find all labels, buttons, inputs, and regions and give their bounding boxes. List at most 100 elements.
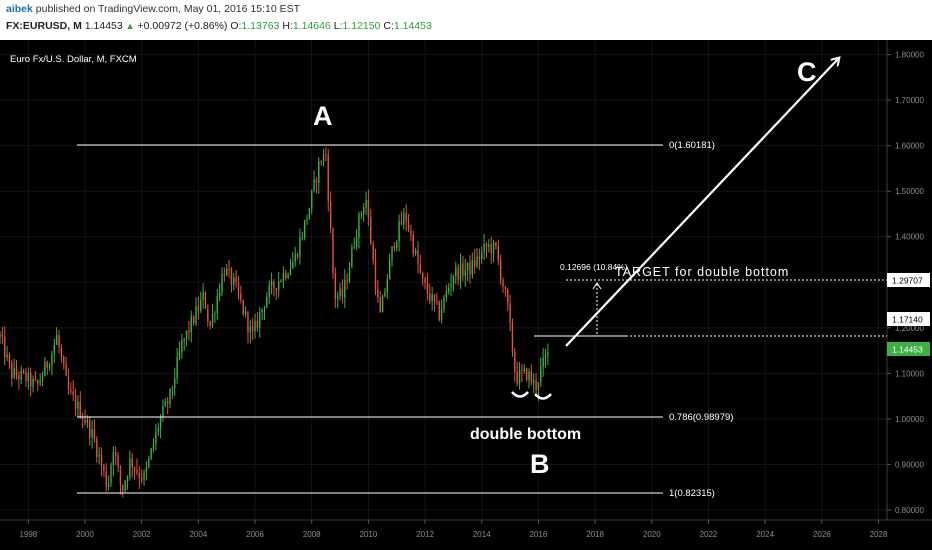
x-tick-label: 2004 [189, 530, 207, 539]
candle-body [374, 259, 377, 290]
candle-body [540, 366, 542, 383]
candle-body [1, 334, 4, 337]
candle-body [11, 362, 13, 378]
wave-label-a: A [313, 101, 333, 131]
candle-body [254, 321, 256, 331]
candle-body [150, 448, 152, 459]
high-label: H: [282, 20, 293, 32]
chart-area[interactable]: 0.800000.900001.000001.100001.200001.300… [0, 40, 932, 550]
candle-body [55, 335, 58, 345]
candle-body [452, 275, 455, 284]
candle-body [223, 274, 226, 276]
y-tick-label: 1.70000 [895, 96, 924, 105]
candle-body [344, 280, 346, 298]
open-label: O: [230, 20, 242, 32]
candle-body [464, 270, 466, 276]
candle-body [485, 243, 488, 247]
candle-body [533, 380, 535, 383]
author-link[interactable]: aibek [6, 3, 33, 15]
candle-body [32, 378, 34, 387]
candle-body [91, 429, 93, 438]
candle-body [117, 455, 119, 467]
x-tick-label: 2024 [756, 530, 774, 539]
candle-body [115, 452, 117, 456]
candle-body [0, 334, 1, 337]
candle-body [315, 179, 318, 183]
candle-body [490, 244, 492, 254]
candle-body [185, 330, 188, 339]
candle-body [495, 242, 497, 247]
candle-body [473, 259, 476, 267]
candle-body [431, 294, 433, 301]
candle-body [547, 352, 549, 355]
candle-body [15, 368, 18, 376]
candle-body [18, 375, 20, 380]
target-label: TARGET for double bottom [615, 265, 789, 279]
candle-body [476, 256, 478, 267]
candle-body [325, 154, 327, 156]
candle-body [348, 267, 351, 282]
x-tick-label: 2018 [586, 530, 604, 539]
candle-body [320, 161, 322, 163]
candle-body [143, 472, 145, 480]
candle-body [124, 481, 126, 491]
candle-body [171, 387, 174, 389]
candle-body [159, 417, 162, 428]
candle-body [329, 201, 332, 230]
candle-body [443, 297, 445, 310]
x-tick-label: 1998 [19, 530, 37, 539]
candle-body [164, 401, 167, 407]
candle-body [216, 296, 218, 314]
candle-body [301, 237, 303, 239]
candle-body [242, 300, 244, 315]
candle-body [268, 285, 270, 297]
candle-body [8, 354, 11, 363]
measure-arrow-icon [592, 282, 602, 290]
candle-body [381, 296, 384, 313]
candle-body [499, 260, 502, 280]
candle-body [457, 267, 459, 280]
price-chart[interactable]: 0.800000.900001.000001.100001.200001.300… [0, 40, 932, 550]
candle-body [518, 370, 521, 384]
candle-body [299, 237, 301, 258]
candle-body [37, 380, 39, 384]
candle-body [504, 286, 507, 290]
projection-arrow[interactable] [565, 59, 838, 347]
candle-body [98, 454, 100, 457]
candle-body [34, 378, 37, 381]
y-tick-label: 1.00000 [895, 415, 924, 424]
candle-body [131, 458, 133, 468]
ohlc-legend: FX:EURUSD, M 1.14453 ▲ +0.00972 (+0.86%)… [6, 20, 432, 32]
candle-body [169, 388, 171, 404]
bottom-arc-right [534, 393, 552, 400]
candle-body [367, 200, 370, 218]
candle-body [190, 316, 192, 333]
candle-body [145, 467, 148, 473]
x-tick-label: 2026 [813, 530, 831, 539]
x-tick-label: 2002 [133, 530, 151, 539]
candle-body [60, 347, 63, 358]
candle-body [81, 417, 84, 420]
candle-body [410, 230, 412, 235]
candle-body [218, 292, 221, 297]
candle-body [398, 221, 400, 242]
candle-body [270, 281, 273, 286]
price-box-last: 1.14453 [887, 342, 930, 356]
candle-body [221, 274, 223, 293]
candle-body [318, 161, 320, 183]
candle-body [244, 311, 247, 315]
candle-body [426, 282, 429, 294]
fib-retracement[interactable]: 0(1.60181) 0.786(0.98979) 1(0.82315) [77, 140, 733, 499]
candle-body [277, 281, 280, 291]
candle-body [400, 221, 403, 225]
candle-body [365, 200, 367, 208]
candle-body [507, 289, 509, 304]
y-tick-label: 1.80000 [895, 51, 924, 60]
candle-body [353, 246, 355, 248]
candle-body [372, 243, 374, 260]
candle-body [535, 380, 537, 391]
candle-body [488, 244, 490, 247]
candle-body [6, 354, 8, 358]
candle-body [322, 154, 325, 162]
candle-body [280, 280, 282, 282]
